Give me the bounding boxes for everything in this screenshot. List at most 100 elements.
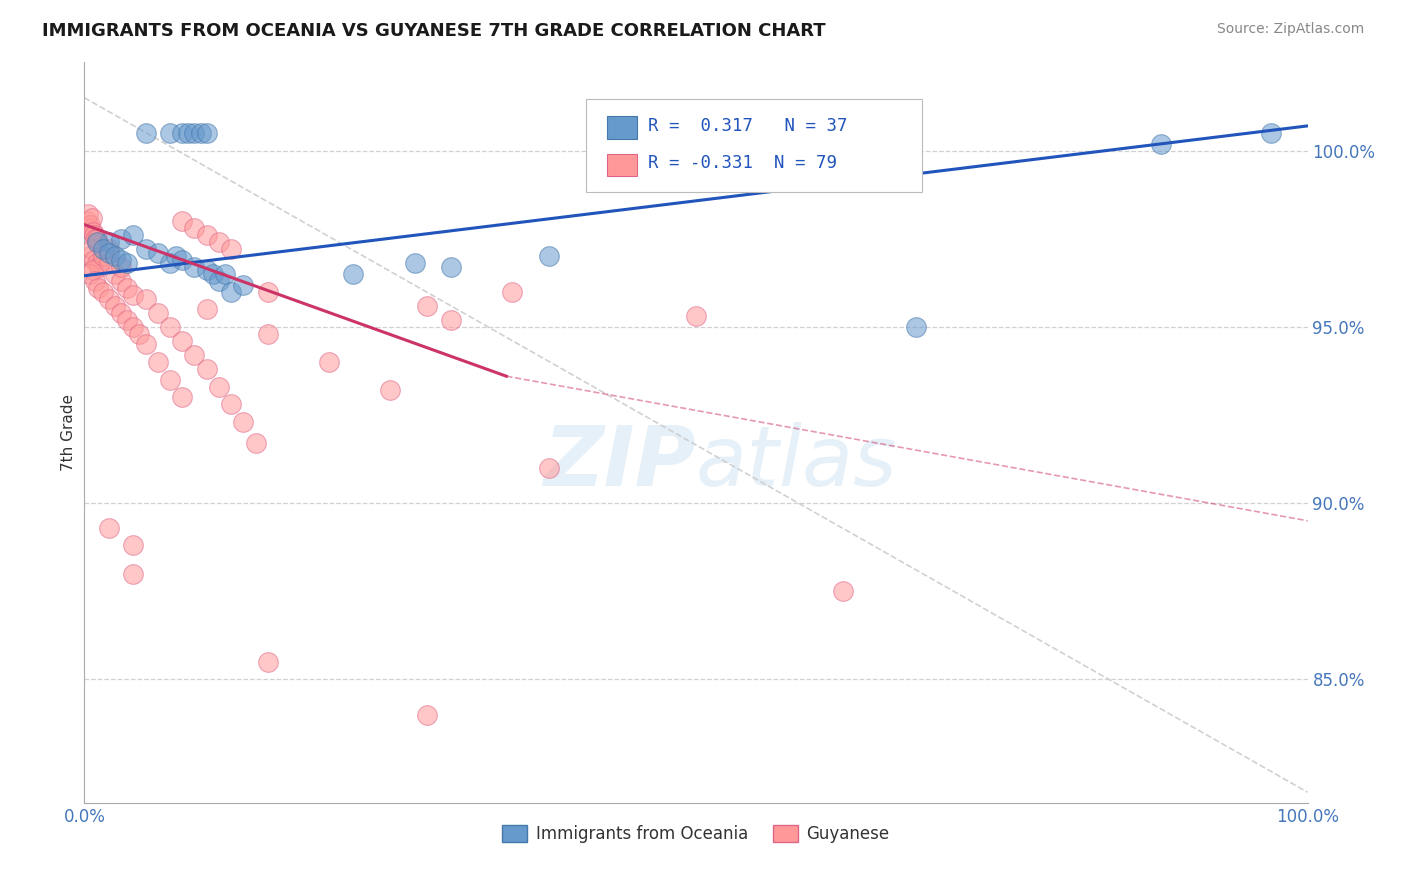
Point <box>538 249 561 263</box>
Point <box>86 232 108 246</box>
Point <box>91 285 114 299</box>
Point <box>110 252 132 267</box>
Point <box>831 584 853 599</box>
Point <box>104 249 127 263</box>
Point <box>128 326 150 341</box>
Point <box>135 126 157 140</box>
Point <box>115 313 138 327</box>
Point <box>159 256 181 270</box>
Point <box>538 461 561 475</box>
Point <box>97 245 120 260</box>
Point <box>257 655 280 669</box>
Point <box>159 373 181 387</box>
Point <box>183 221 205 235</box>
Point <box>110 274 132 288</box>
Point <box>115 256 138 270</box>
Point <box>86 256 108 270</box>
Point <box>416 299 439 313</box>
Legend: Immigrants from Oceania, Guyanese: Immigrants from Oceania, Guyanese <box>496 819 896 850</box>
Point <box>257 285 280 299</box>
Point <box>905 319 928 334</box>
Point <box>183 260 205 274</box>
Point <box>77 207 100 221</box>
Point <box>104 299 127 313</box>
Point <box>84 274 107 288</box>
Point <box>190 126 212 140</box>
Point <box>87 281 110 295</box>
Point <box>165 249 187 263</box>
Point <box>183 348 205 362</box>
Point <box>135 337 157 351</box>
Point <box>122 288 145 302</box>
Point <box>104 267 127 281</box>
Point <box>86 235 108 250</box>
Point <box>172 126 194 140</box>
Text: ZIP: ZIP <box>543 422 696 503</box>
Point <box>83 228 105 243</box>
Y-axis label: 7th Grade: 7th Grade <box>60 394 76 471</box>
Point <box>110 260 132 274</box>
Point <box>208 274 231 288</box>
Point <box>232 277 254 292</box>
Point <box>1150 136 1173 151</box>
Point <box>195 263 218 277</box>
Point <box>146 245 169 260</box>
Point <box>135 292 157 306</box>
Point <box>115 281 138 295</box>
Point <box>122 319 145 334</box>
Point <box>257 326 280 341</box>
Point <box>110 306 132 320</box>
Point <box>77 221 100 235</box>
Point <box>172 214 194 228</box>
Point <box>208 380 231 394</box>
Point <box>97 292 120 306</box>
Point <box>177 126 200 140</box>
Point <box>80 211 103 225</box>
Point <box>219 397 242 411</box>
Point <box>122 566 145 581</box>
Point <box>91 242 114 256</box>
Point <box>440 260 463 274</box>
Point <box>318 355 340 369</box>
Point <box>208 235 231 250</box>
Point <box>79 267 101 281</box>
Point <box>214 267 236 281</box>
Point <box>87 260 110 274</box>
FancyBboxPatch shape <box>606 153 637 176</box>
Point <box>404 256 426 270</box>
Point <box>159 319 181 334</box>
Point <box>97 235 120 250</box>
Text: R =  0.317   N = 37: R = 0.317 N = 37 <box>648 117 848 135</box>
Point <box>195 302 218 317</box>
Point <box>159 126 181 140</box>
Point <box>195 362 218 376</box>
Point <box>172 334 194 348</box>
Point <box>97 242 120 256</box>
Point <box>416 707 439 722</box>
Point <box>183 126 205 140</box>
Point <box>1260 126 1282 140</box>
Point <box>83 252 105 267</box>
Point <box>82 263 104 277</box>
Point <box>195 126 218 140</box>
Point <box>110 232 132 246</box>
Point <box>201 267 224 281</box>
FancyBboxPatch shape <box>606 117 637 138</box>
Point <box>232 415 254 429</box>
Text: Source: ZipAtlas.com: Source: ZipAtlas.com <box>1216 22 1364 37</box>
Point <box>380 384 402 398</box>
Point <box>172 390 194 404</box>
FancyBboxPatch shape <box>586 99 922 192</box>
Point <box>122 228 145 243</box>
Point <box>685 310 707 324</box>
Point <box>91 249 114 263</box>
Point <box>219 242 242 256</box>
Point <box>172 252 194 267</box>
Point <box>84 232 107 246</box>
Point <box>342 267 364 281</box>
Point <box>219 285 242 299</box>
Point <box>195 228 218 243</box>
Point <box>97 521 120 535</box>
Point <box>86 235 108 250</box>
Point <box>97 256 120 270</box>
